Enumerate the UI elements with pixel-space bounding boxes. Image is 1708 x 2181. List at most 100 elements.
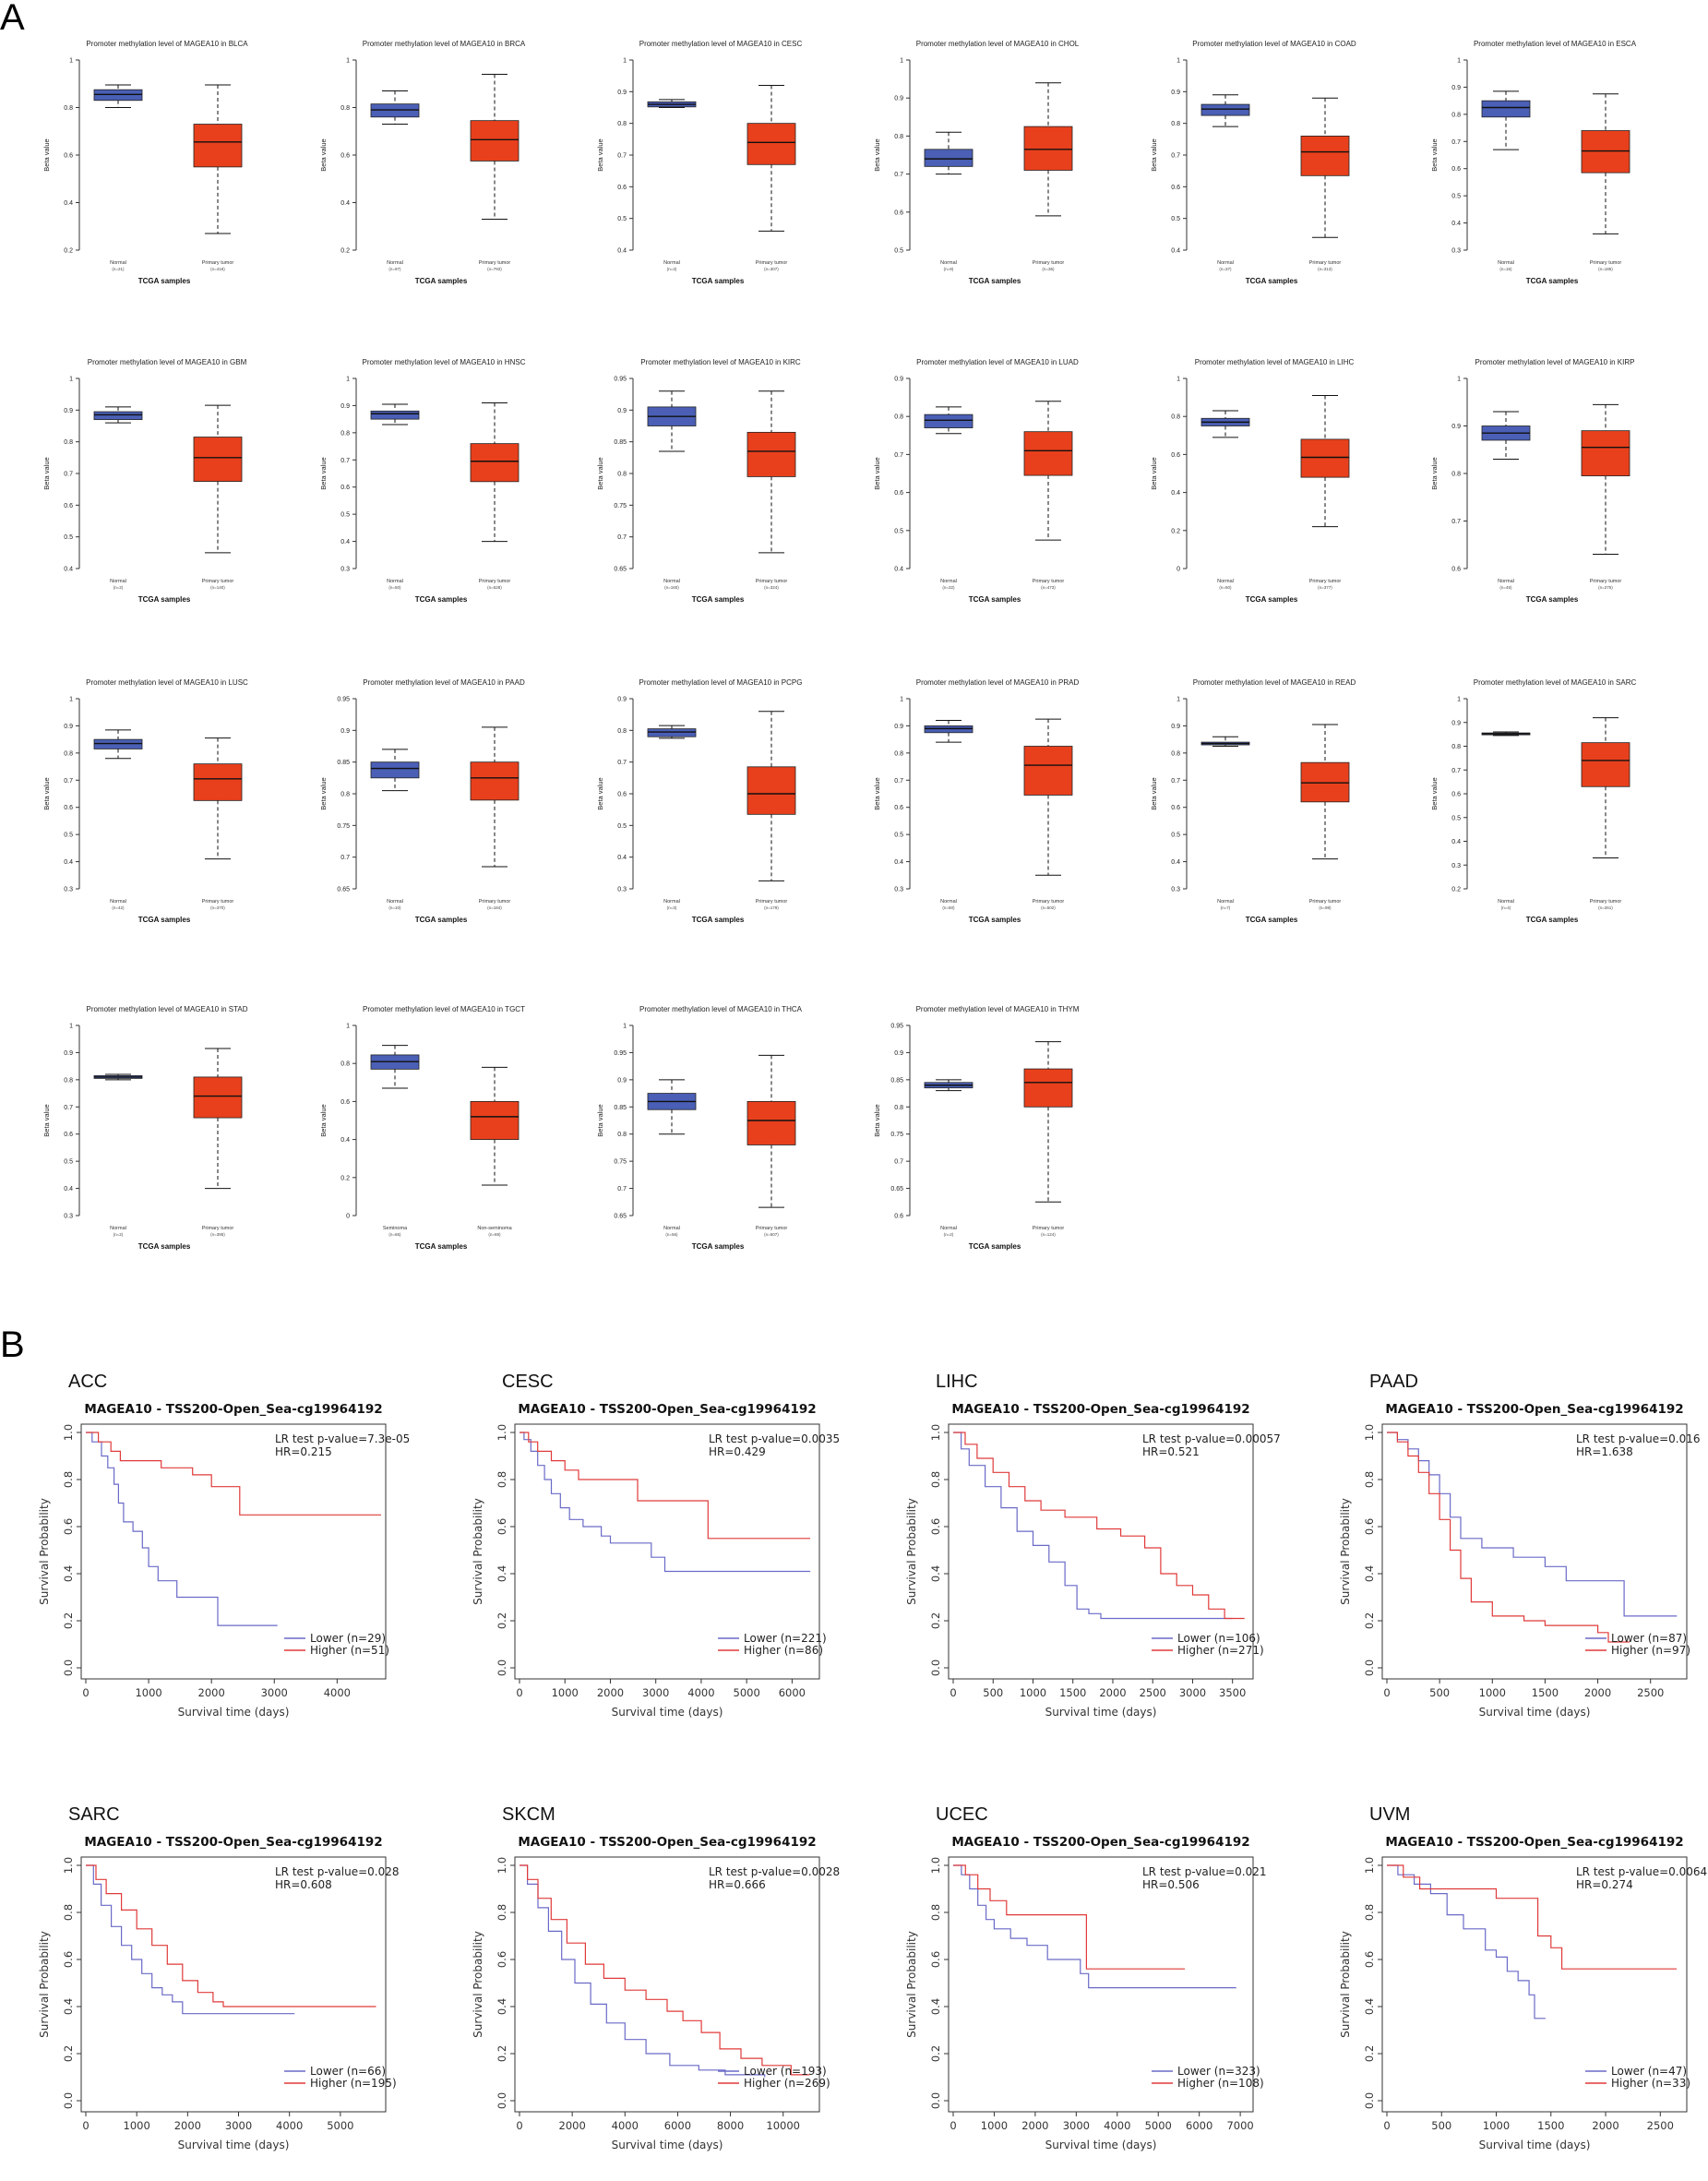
iqr-box xyxy=(470,1101,520,1141)
curve-lower xyxy=(86,1864,295,2015)
y-tick-label: 0.9 xyxy=(1171,724,1180,730)
y-tick-label: 0.6 xyxy=(1171,185,1180,191)
y-tick-label: 0.0 xyxy=(62,2092,75,2109)
iqr-box xyxy=(1300,761,1350,803)
group-label: Normal xyxy=(1498,260,1514,266)
hazard-ratio: HR=1.638 xyxy=(1576,1445,1633,1458)
y-tick-label: 0.9 xyxy=(340,728,350,735)
x-axis-label: TCGA samples xyxy=(1246,277,1298,285)
y-tick-label: 0.4 xyxy=(1171,859,1180,866)
y-tick-label: 0.7 xyxy=(617,1186,627,1192)
y-tick-label: 0.6 xyxy=(1451,792,1461,798)
x-tick-label: 2500 xyxy=(1637,1686,1664,1699)
x-axis-label: TCGA samples xyxy=(692,595,745,604)
y-tick-label: 0 xyxy=(1176,567,1180,573)
x-tick-label: 1500 xyxy=(1059,1686,1086,1699)
y-tick-label: 0.6 xyxy=(617,185,627,191)
boxplot-title: Promoter methylation level of MAGEA10 in… xyxy=(363,358,526,366)
y-tick-label: 0.4 xyxy=(1171,248,1180,255)
curve-lower xyxy=(86,1432,278,1626)
iqr-box xyxy=(747,123,796,165)
iqr-box xyxy=(1581,742,1630,787)
y-tick-label: 0.4 xyxy=(894,567,903,573)
km-title: MAGEA10 - TSS200-Open_Sea-cg19964192 xyxy=(951,1402,1249,1417)
y-tick-label: 0.8 xyxy=(64,439,73,446)
y-axis-label: Beta value xyxy=(1430,777,1439,809)
y-tick-label: 0.0 xyxy=(496,2092,508,2109)
y-tick-label: 1 xyxy=(346,58,350,65)
curve-higher xyxy=(953,1432,1245,1620)
x-tick-label: 1000 xyxy=(552,1686,579,1699)
y-tick-label: 0.4 xyxy=(64,567,73,573)
x-axis-label: TCGA samples xyxy=(138,916,191,924)
iqr-box xyxy=(1023,431,1073,476)
iqr-box xyxy=(193,124,243,168)
iqr-box xyxy=(747,766,796,815)
box-normal xyxy=(93,1073,143,1081)
group-label: Primary tumor xyxy=(1033,579,1065,584)
boxplot-title: Promoter methylation level of MAGEA10 in… xyxy=(1474,40,1637,48)
legend-lower: Lower (n=221) xyxy=(744,1632,827,1645)
y-tick-label: 0.9 xyxy=(64,408,73,414)
y-tick-label: 0.7 xyxy=(894,172,903,178)
y-tick-label: 0.75 xyxy=(614,503,627,509)
curve-lower xyxy=(953,1432,1233,1620)
iqr-box xyxy=(370,410,420,420)
lr-test-pvalue: LR test p-value=0.016 xyxy=(1576,1432,1701,1445)
x-tick-label: 1500 xyxy=(1537,2119,1564,2132)
box-normal xyxy=(1200,736,1250,747)
y-tick-label: 1 xyxy=(346,1024,350,1030)
box-tumor xyxy=(1023,401,1073,541)
y-tick-label: 0.8 xyxy=(617,472,627,478)
y-tick-label: 0.4 xyxy=(340,539,350,545)
y-tick-label: 0.8 xyxy=(1451,744,1461,750)
y-tick-label: 0.5 xyxy=(64,534,73,541)
group-label: Primary tumor xyxy=(202,579,234,584)
y-tick-label: 0.65 xyxy=(337,887,350,893)
y-tick-label: 0.9 xyxy=(1451,424,1461,430)
y-tick-label: 0.5 xyxy=(894,528,903,534)
y-tick-label: 0.6 xyxy=(496,1518,508,1535)
group-label: Primary tumor xyxy=(1309,899,1342,905)
group-label: Primary tumor xyxy=(479,260,511,266)
y-tick-label: 0.8 xyxy=(1171,121,1180,127)
y-tick-label: 1.0 xyxy=(62,1857,75,1874)
lr-test-pvalue: LR test p-value=0.021 xyxy=(1142,1865,1267,1878)
box-normal xyxy=(1481,90,1531,150)
legend-lower: Lower (n=29) xyxy=(310,1632,386,1645)
legend-higher: Higher (n=97) xyxy=(1611,1644,1690,1657)
x-tick-label: 4000 xyxy=(687,1686,714,1699)
y-tick-label: 1.0 xyxy=(929,1857,942,1874)
km-title: MAGEA10 - TSS200-Open_Sea-cg19964192 xyxy=(84,1402,382,1417)
group-count: (n=50) xyxy=(388,585,401,590)
y-axis-label: Beta value xyxy=(1430,138,1439,171)
group-count: (n=377) xyxy=(1318,585,1332,590)
x-axis-label: Survival time (days) xyxy=(178,1706,290,1719)
y-axis-label: Beta value xyxy=(873,1104,881,1136)
methylation-boxplots: Promoter methylation level of MAGEA10 in… xyxy=(42,40,1637,1251)
box-tumor xyxy=(1581,93,1630,234)
group-label: Normal xyxy=(940,579,957,584)
group-count: (n=98) xyxy=(1319,905,1332,910)
group-count: (n=37) xyxy=(1219,267,1232,271)
box-normal xyxy=(647,1079,697,1135)
y-tick-label: 0.7 xyxy=(1171,778,1180,785)
y-tick-label: 1 xyxy=(69,377,73,383)
x-tick-label: 4000 xyxy=(276,2119,303,2132)
y-tick-label: 0.8 xyxy=(894,134,903,140)
y-tick-label: 0.6 xyxy=(617,792,627,798)
survival-curves: ACC MAGEA10 - TSS200-Open_Sea-cg19964192 0… xyxy=(38,1372,1707,2151)
boxplot-title: Promoter methylation level of MAGEA10 in… xyxy=(1192,40,1356,48)
cancer-label: SARC xyxy=(68,1804,120,1825)
group-count: (n=395) xyxy=(210,1232,225,1237)
iqr-box xyxy=(193,437,243,482)
group-label: Primary tumor xyxy=(479,899,511,905)
x-tick-label: 0 xyxy=(82,1686,89,1699)
y-tick-label: 0.4 xyxy=(894,859,903,866)
x-tick-label: 10000 xyxy=(766,2119,800,2132)
iqr-box xyxy=(1023,746,1073,796)
hazard-ratio: HR=0.608 xyxy=(275,1878,332,1891)
curve-lower xyxy=(520,1432,811,1573)
